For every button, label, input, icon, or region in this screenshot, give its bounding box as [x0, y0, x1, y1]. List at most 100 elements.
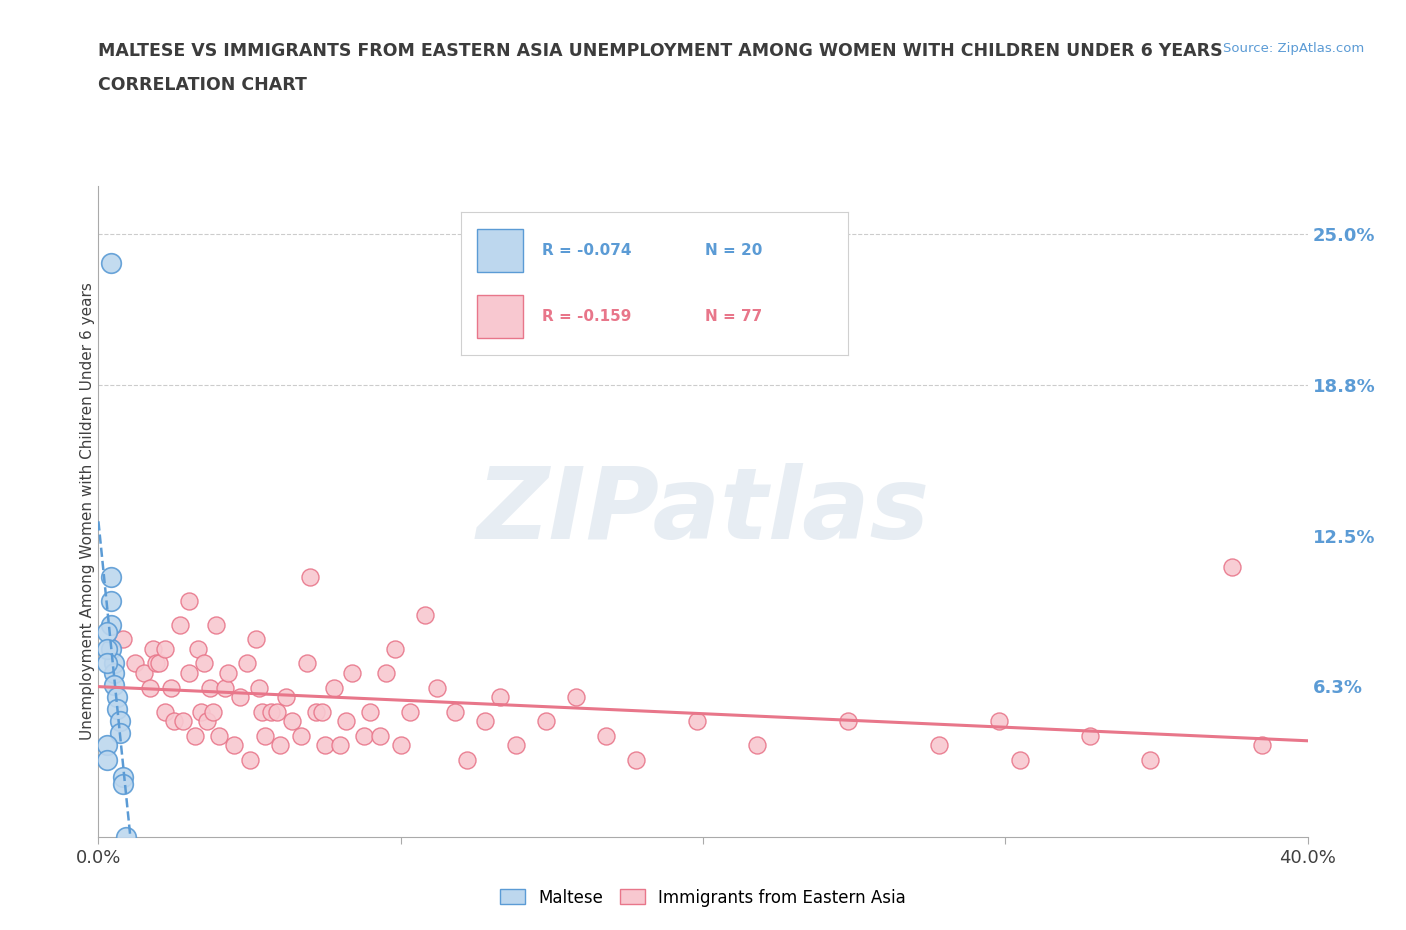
Point — [103, 656, 125, 671]
Point — [208, 728, 231, 743]
Point — [193, 656, 215, 671]
Point — [224, 737, 246, 752]
Point — [105, 702, 128, 717]
Point — [103, 678, 125, 693]
Point — [100, 618, 122, 632]
Point — [269, 737, 291, 752]
Point — [105, 690, 128, 705]
Point — [565, 690, 588, 705]
Point — [108, 726, 131, 741]
Point — [100, 642, 122, 657]
Point — [305, 704, 328, 719]
Point — [195, 714, 218, 729]
Point — [534, 714, 557, 729]
Point — [132, 666, 155, 681]
Point — [202, 704, 225, 719]
Legend: Maltese, Immigrants from Eastern Asia: Maltese, Immigrants from Eastern Asia — [494, 882, 912, 913]
Point — [360, 704, 382, 719]
Point — [217, 666, 239, 681]
Point — [323, 680, 346, 695]
Point — [172, 714, 194, 729]
Point — [96, 642, 118, 657]
Point — [928, 737, 950, 752]
Point — [179, 666, 201, 681]
Point — [295, 656, 318, 671]
Point — [153, 642, 176, 657]
Point — [169, 618, 191, 632]
Point — [747, 737, 769, 752]
Point — [96, 656, 118, 671]
Point — [290, 728, 312, 743]
Point — [474, 714, 496, 729]
Point — [229, 690, 252, 705]
Point — [200, 680, 222, 695]
Point — [281, 714, 304, 729]
Point — [374, 666, 396, 681]
Text: CORRELATION CHART: CORRELATION CHART — [98, 76, 308, 94]
Point — [1220, 560, 1243, 575]
Point — [686, 714, 709, 729]
Point — [335, 714, 357, 729]
Point — [142, 642, 165, 657]
Point — [1078, 728, 1101, 743]
Point — [368, 728, 391, 743]
Point — [163, 714, 186, 729]
Text: ZIPatlas: ZIPatlas — [477, 463, 929, 560]
Point — [837, 714, 859, 729]
Point — [245, 631, 267, 646]
Point — [299, 569, 322, 584]
Point — [389, 737, 412, 752]
Point — [205, 618, 228, 632]
Point — [108, 714, 131, 729]
Point — [148, 656, 170, 671]
Point — [384, 642, 406, 657]
Point — [1010, 752, 1032, 767]
Point — [96, 625, 118, 640]
Point — [100, 569, 122, 584]
Point — [100, 593, 122, 608]
Point — [489, 690, 512, 705]
Point — [253, 728, 276, 743]
Text: Source: ZipAtlas.com: Source: ZipAtlas.com — [1223, 42, 1364, 55]
Point — [139, 680, 162, 695]
Text: MALTESE VS IMMIGRANTS FROM EASTERN ASIA UNEMPLOYMENT AMONG WOMEN WITH CHILDREN U: MALTESE VS IMMIGRANTS FROM EASTERN ASIA … — [98, 42, 1223, 60]
Point — [124, 656, 146, 671]
Point — [96, 752, 118, 767]
Point — [353, 728, 375, 743]
Point — [626, 752, 648, 767]
Point — [329, 737, 352, 752]
Point — [239, 752, 262, 767]
Point — [311, 704, 333, 719]
Point — [1139, 752, 1161, 767]
Point — [260, 704, 283, 719]
Point — [988, 714, 1011, 729]
Point — [426, 680, 449, 695]
Point — [111, 769, 134, 784]
Point — [111, 631, 134, 646]
Point — [505, 737, 527, 752]
Point — [214, 680, 236, 695]
Point — [103, 666, 125, 681]
Point — [250, 704, 273, 719]
Point — [96, 737, 118, 752]
Point — [1251, 737, 1274, 752]
Point — [342, 666, 364, 681]
Point — [456, 752, 478, 767]
Point — [179, 593, 201, 608]
Point — [100, 256, 122, 271]
Point — [187, 642, 209, 657]
Point — [190, 704, 212, 719]
Point — [444, 704, 467, 719]
Point — [160, 680, 183, 695]
Point — [314, 737, 336, 752]
Y-axis label: Unemployment Among Women with Children Under 6 years: Unemployment Among Women with Children U… — [80, 283, 94, 740]
Point — [235, 656, 257, 671]
Point — [114, 830, 136, 844]
Point — [247, 680, 270, 695]
Point — [595, 728, 617, 743]
Point — [145, 656, 167, 671]
Point — [398, 704, 420, 719]
Point — [184, 728, 207, 743]
Point — [153, 704, 176, 719]
Point — [111, 777, 134, 791]
